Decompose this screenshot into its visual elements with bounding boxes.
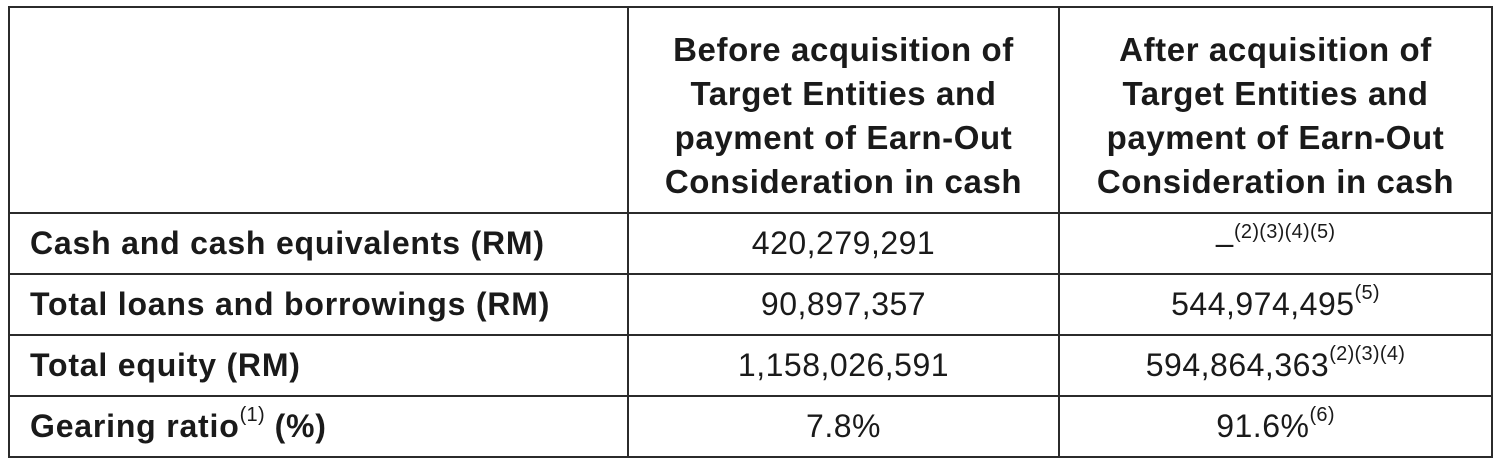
row-label: Total equity (RM) (8, 334, 629, 397)
header-before-line: payment of Earn-Out (674, 119, 1013, 156)
footnote-ref: (1) (239, 404, 265, 426)
row-label-tail: (%) (264, 408, 327, 444)
value-after-main: – (1215, 225, 1234, 261)
row-label: Cash and cash equivalents (RM) (8, 212, 629, 275)
value-after: –(2)(3)(4)(5) (1058, 212, 1493, 275)
value-before: 90,897,357 (627, 273, 1060, 336)
table-header-row: Before acquisition of Target Entities an… (8, 6, 1493, 214)
footnote-ref: (5) (1354, 282, 1380, 304)
header-before: Before acquisition of Target Entities an… (627, 6, 1060, 214)
header-after-line: payment of Earn-Out (1106, 119, 1445, 156)
row-label: Total loans and borrowings (RM) (8, 273, 629, 336)
row-label: Gearing ratio(1) (%) (8, 395, 629, 458)
value-before: 1,158,026,591 (627, 334, 1060, 397)
row-label-main: Gearing ratio (30, 408, 240, 444)
footnote-ref: (6) (1309, 404, 1335, 426)
header-empty-cell (8, 6, 629, 214)
value-before: 7.8% (627, 395, 1060, 458)
value-after: 91.6%(6) (1058, 395, 1493, 458)
footnote-ref: (2)(3)(4)(5) (1233, 221, 1336, 243)
header-after-line: Target Entities and (1122, 75, 1429, 112)
table-row: Total loans and borrowings (RM) 90,897,3… (8, 273, 1493, 336)
header-before-line: Before acquisition of (673, 31, 1014, 68)
value-after-main: 544,974,495 (1171, 286, 1355, 322)
header-before-line: Consideration in cash (664, 163, 1023, 200)
value-before: 420,279,291 (627, 212, 1060, 275)
header-before-line: Target Entities and (690, 75, 997, 112)
value-after-main: 594,864,363 (1145, 347, 1330, 383)
header-after: After acquisition of Target Entities and… (1058, 6, 1493, 214)
header-after-line: Consideration in cash (1096, 163, 1455, 200)
footnote-ref: (2)(3)(4) (1329, 343, 1406, 365)
table-row: Gearing ratio(1) (%) 7.8% 91.6%(6) (8, 395, 1493, 458)
value-after: 594,864,363(2)(3)(4) (1058, 334, 1493, 397)
gearing-table: Before acquisition of Target Entities an… (8, 6, 1493, 458)
table-row: Total equity (RM) 1,158,026,591 594,864,… (8, 334, 1493, 397)
value-after: 544,974,495(5) (1058, 273, 1493, 336)
value-after-main: 91.6% (1216, 408, 1310, 444)
table-row: Cash and cash equivalents (RM) 420,279,2… (8, 212, 1493, 275)
header-after-line: After acquisition of (1119, 31, 1432, 68)
